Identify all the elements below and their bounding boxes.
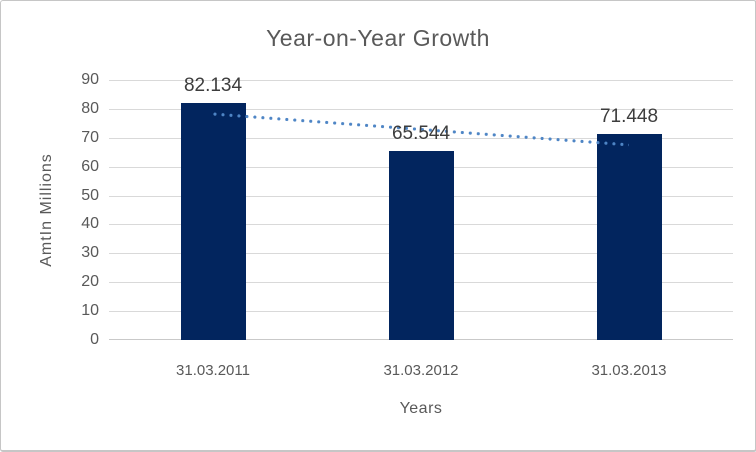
- plot-area: 82.134 65.544 71.448: [109, 75, 733, 340]
- x-tick-label: 31.03.2013: [591, 362, 667, 379]
- gridline: [109, 137, 733, 139]
- bar-value-label: 71.448: [599, 105, 659, 127]
- x-axis-title: Years: [399, 400, 443, 417]
- gridline: [109, 108, 733, 110]
- gridline: [109, 80, 733, 81]
- y-tick-label: 90: [81, 71, 99, 88]
- y-tick-label: 70: [81, 128, 99, 146]
- y-tick-label: 0: [90, 331, 99, 348]
- bar-31.03.2013: [596, 133, 662, 340]
- y-tick-label: 20: [81, 273, 99, 291]
- y-tick-label: 60: [81, 157, 99, 175]
- bar-value-label: 82.134: [183, 74, 243, 96]
- x-tick-label: 31.03.2011: [176, 362, 250, 379]
- y-axis-tick-labels: 0 10 20 30 40 50 60 70 80 90: [35, 71, 99, 348]
- y-tick-label: 80: [81, 99, 99, 117]
- x-axis-tick-labels: 31.03.2011 31.03.2012 31.03.2013: [109, 361, 733, 383]
- y-tick-label: 10: [81, 302, 99, 320]
- bar-31.03.2012: [388, 150, 454, 340]
- bar-value-label: 65.544: [391, 122, 451, 144]
- chart-title: Year-on-Year Growth: [266, 25, 490, 51]
- y-tick-label: 40: [81, 215, 99, 233]
- x-tick-label: 31.03.2012: [383, 362, 459, 379]
- y-tick-label: 30: [81, 244, 99, 262]
- bar-31.03.2011: [180, 102, 246, 340]
- y-tick-label: 50: [81, 186, 99, 204]
